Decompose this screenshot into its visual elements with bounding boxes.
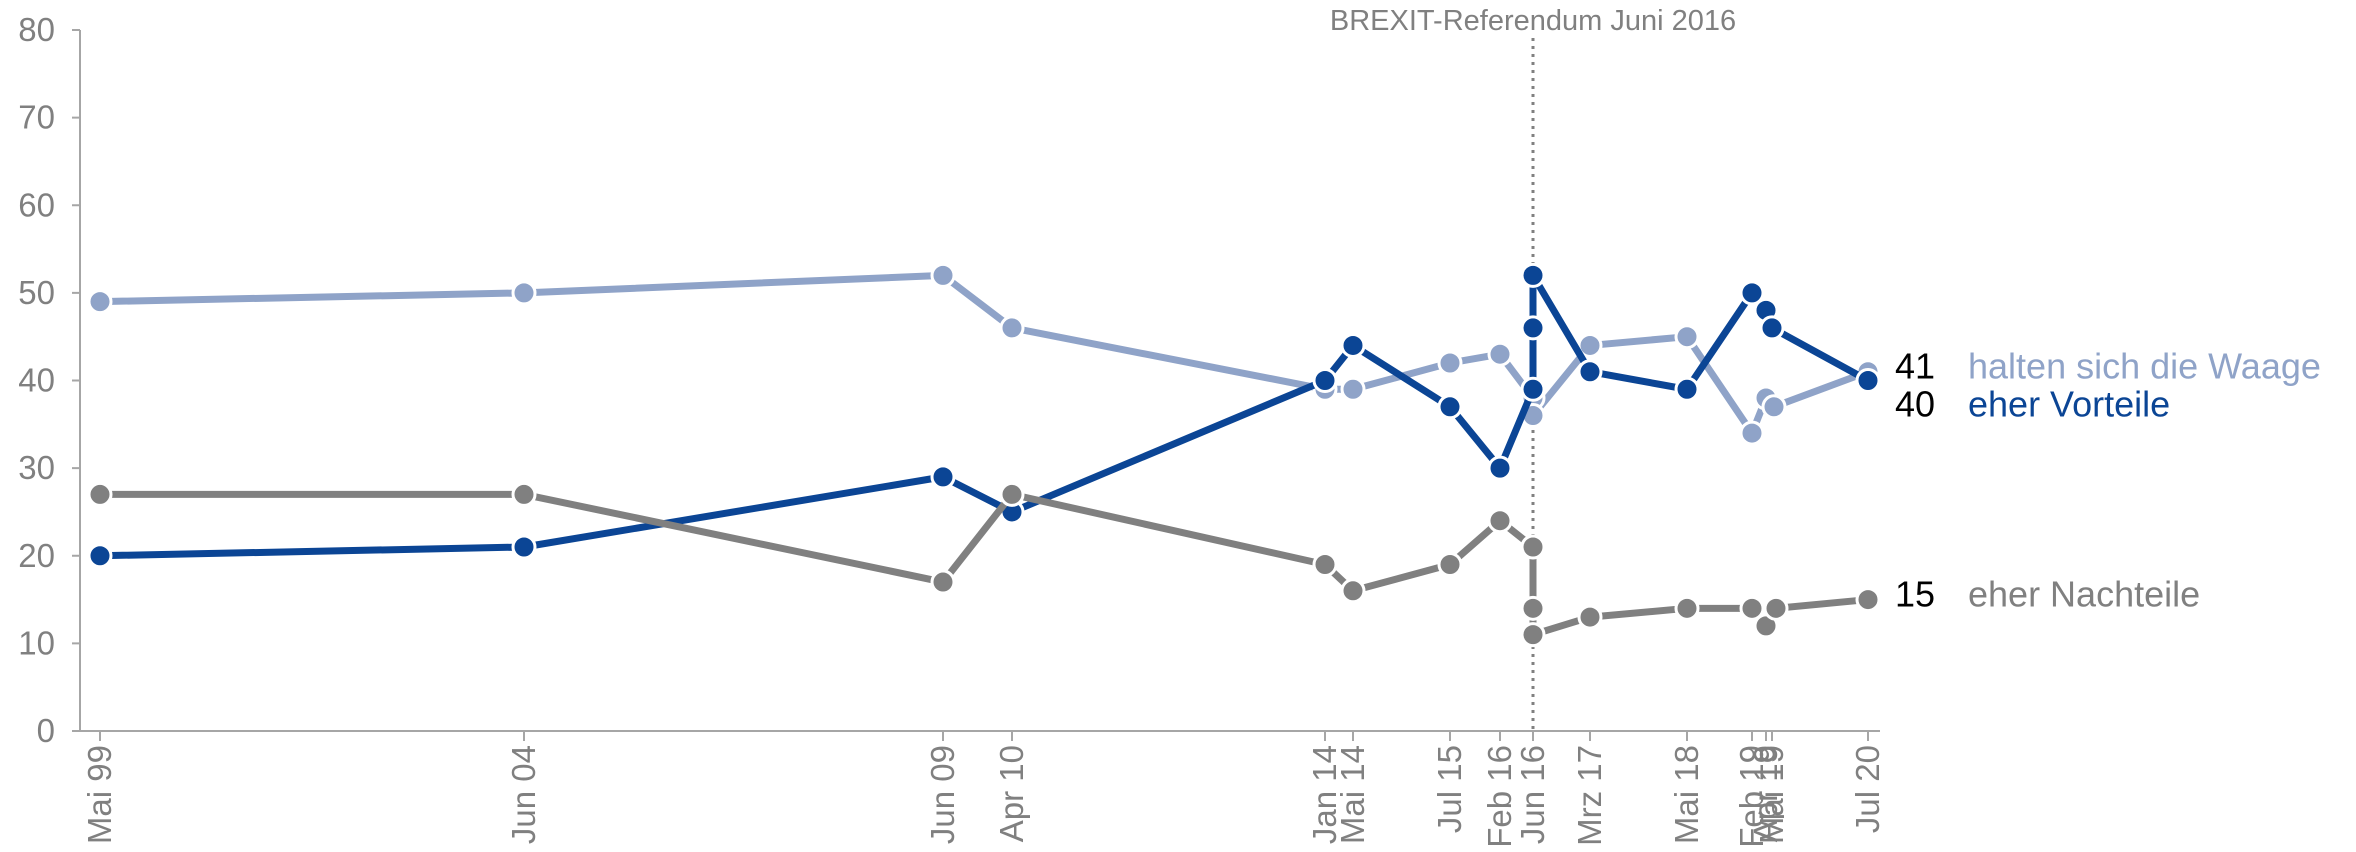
end-value-label: 40: [1895, 384, 1935, 425]
data-point: [87, 289, 113, 315]
data-point: [1340, 376, 1366, 402]
series-line: [96, 271, 1872, 560]
data-point: [1340, 578, 1366, 604]
data-point: [1437, 552, 1463, 578]
data-point: [1520, 376, 1546, 402]
data-point: [930, 262, 956, 288]
y-tick-label: 70: [18, 99, 55, 136]
data-point: [1855, 587, 1881, 613]
data-point: [1340, 332, 1366, 358]
series-2: [87, 262, 1881, 569]
data-point: [930, 464, 956, 490]
series-lines: [87, 262, 1881, 648]
x-tick-label: Mrz 17: [1571, 745, 1608, 846]
y-tick-label: 80: [18, 11, 55, 48]
x-tick-label: Apr 10: [993, 745, 1030, 842]
data-point: [1437, 350, 1463, 376]
data-point: [1487, 455, 1513, 481]
data-point: [511, 481, 537, 507]
x-tick-label: Mai 18: [1668, 745, 1705, 844]
data-point: [1487, 341, 1513, 367]
x-tick-label: Mai 99: [81, 745, 118, 844]
x-tick-label: Jun 04: [505, 745, 542, 844]
y-tick-label: 50: [18, 274, 55, 311]
x-tick-label: Mai 14: [1334, 745, 1371, 844]
data-point: [87, 543, 113, 569]
data-point: [1520, 262, 1546, 288]
data-point: [930, 569, 956, 595]
data-point: [1674, 376, 1700, 402]
data-point: [1763, 595, 1789, 621]
series-line: [96, 490, 1872, 639]
series-3: [87, 481, 1881, 648]
data-point: [1520, 534, 1546, 560]
series-name-label: eher Nachteile: [1968, 574, 2200, 615]
data-point: [1520, 315, 1546, 341]
series-1: [87, 262, 1881, 446]
series-line: [96, 271, 1872, 437]
data-point: [511, 534, 537, 560]
data-point: [1577, 604, 1603, 630]
data-point: [1312, 552, 1338, 578]
x-tick-label: Jan 14: [1306, 745, 1343, 844]
data-point: [1312, 368, 1338, 393]
data-point: [999, 315, 1025, 341]
x-tick-label: Apr 19: [1747, 745, 1784, 842]
data-point: [999, 481, 1025, 507]
data-point: [511, 280, 537, 306]
end-labels: 41 halten sich die Waage 40 eher Vorteile 15…: [1895, 346, 2321, 615]
data-point: [1759, 315, 1785, 341]
data-point: [1674, 324, 1700, 350]
x-tick-label: Feb 16: [1481, 745, 1518, 848]
data-point: [1520, 622, 1546, 648]
data-point: [1487, 508, 1513, 534]
data-point: [1577, 332, 1603, 358]
x-tick-label: Jun 16: [1514, 745, 1551, 844]
y-tick-label: 0: [37, 712, 55, 749]
data-point: [1739, 280, 1765, 306]
data-point: [1520, 595, 1546, 621]
x-tick-label: Feb 19: [1733, 745, 1770, 848]
series-name-label: halten sich die Waage: [1968, 346, 2321, 387]
data-point: [1674, 595, 1700, 621]
axes: 0 10 20 30 40 50 60 70 80 Mai 99 Jun 04 Jun 09 Apr 1…: [18, 11, 1886, 848]
end-value-label: 41: [1895, 346, 1935, 387]
y-tick-label: 20: [18, 537, 55, 574]
data-point: [1739, 595, 1765, 621]
data-point: [1577, 359, 1603, 385]
data-point: [1761, 394, 1787, 420]
y-tick-label: 40: [18, 362, 55, 399]
x-tick-label: Mai 19: [1753, 745, 1790, 844]
x-tick-label: Jul 20: [1849, 745, 1886, 833]
data-point: [87, 481, 113, 507]
x-tick-label: Jun 09: [924, 745, 961, 844]
y-tick-label: 30: [18, 449, 55, 486]
referendum-label: BREXIT-Referendum Juni 2016: [1330, 5, 1736, 37]
x-tick-label: Jul 15: [1431, 745, 1468, 833]
y-tick-label: 10: [18, 624, 55, 661]
data-point: [1437, 394, 1463, 420]
data-point: [1855, 368, 1881, 393]
y-tick-label: 60: [18, 186, 55, 223]
referendum-annotation: BREXIT-Referendum Juni 2016: [1330, 5, 1736, 731]
end-value-label: 15: [1895, 574, 1935, 615]
series-name-label: eher Vorteile: [1968, 384, 2170, 425]
data-point: [1739, 420, 1765, 446]
